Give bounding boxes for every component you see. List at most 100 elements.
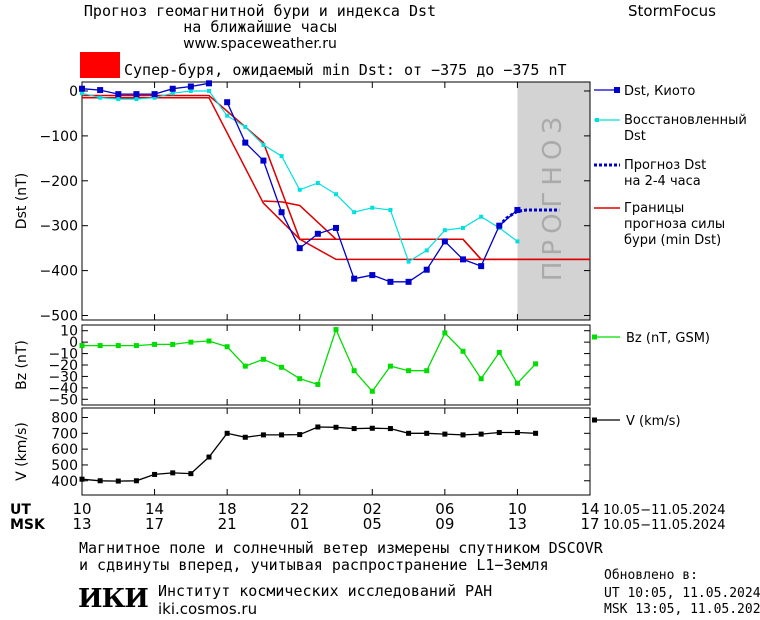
legend-bounds-label-1: Границы xyxy=(624,201,684,216)
storm-bound-upper-line xyxy=(82,94,590,261)
v-series-line xyxy=(81,426,536,482)
recovered-dst-point xyxy=(261,142,266,147)
legend-forecast-label-1: Прогноз Dst xyxy=(624,158,706,173)
bz-point xyxy=(188,339,194,345)
kyoto-dst-point xyxy=(97,87,104,94)
kyoto-dst-line xyxy=(226,101,518,283)
kyoto-dst-point xyxy=(387,278,394,285)
v-point xyxy=(478,431,484,437)
page-title: Прогноз геомагнитной бури и индекса Dst xyxy=(83,2,437,20)
v-point xyxy=(188,471,194,477)
msk-date-range: 10.05−11.05.2024 xyxy=(603,518,726,533)
updated-title: Обновлено в: xyxy=(604,568,698,583)
recovered-dst-point xyxy=(243,124,248,129)
kyoto-dst-point xyxy=(369,272,376,279)
msk-tick-label: 17 xyxy=(145,515,164,533)
kyoto-dst-point xyxy=(441,238,448,245)
dst-ytick-label: −200 xyxy=(40,174,78,190)
ut-tick-label: 22 xyxy=(290,500,309,518)
updated-ut: UT 10:05, 11.05.2024 xyxy=(604,586,760,601)
dst-plot-frame xyxy=(81,81,591,321)
v-point xyxy=(297,432,303,438)
v-point xyxy=(97,478,103,484)
forecast-band-label: ПРОГНОЗ xyxy=(538,111,568,281)
kyoto-dst-point xyxy=(314,230,321,237)
brand-label: StormFocus xyxy=(628,2,716,20)
msk-tick-label: 09 xyxy=(435,515,454,533)
dst-ylabel: Dst (nT) xyxy=(14,173,30,229)
recovered-dst-point xyxy=(225,113,230,118)
v-point xyxy=(79,476,85,482)
forecast-band xyxy=(517,82,590,320)
bz-ytick-label: −50 xyxy=(48,392,78,408)
v-ytick-label: 700 xyxy=(51,426,78,442)
bz-ytick-label: 10 xyxy=(60,324,78,340)
msk-tick-label: 17 xyxy=(580,515,599,533)
bz-point xyxy=(424,368,430,374)
legend-bounds-label-2: прогноза силы xyxy=(624,217,725,232)
kyoto-dst-point xyxy=(351,275,358,282)
storm-level-swatch xyxy=(80,52,120,78)
bz-point xyxy=(297,376,303,382)
bz-ytick-label: −40 xyxy=(48,381,78,397)
v-point xyxy=(115,478,121,484)
bz-point xyxy=(152,341,158,347)
bz-plot-frame xyxy=(81,324,591,406)
v-point xyxy=(387,426,393,432)
site-link[interactable]: www.spaceweather.ru xyxy=(183,36,337,52)
v-ytick-label: 800 xyxy=(51,410,78,426)
v-ytick-label: 400 xyxy=(51,474,78,490)
recovered-dst-point xyxy=(442,228,447,233)
msk-tick-label: 01 xyxy=(290,515,309,533)
msk-tick-label: 05 xyxy=(363,515,382,533)
v-point xyxy=(533,430,539,436)
bz-ytick-label: −20 xyxy=(48,358,78,374)
recovered-dst-point xyxy=(479,214,484,219)
bz-point xyxy=(242,363,248,369)
legend-recovered-label-2: Dst xyxy=(624,129,646,144)
dst-ytick-label: −300 xyxy=(40,219,78,235)
bz-point xyxy=(460,348,466,354)
bz-point xyxy=(279,364,285,370)
kyoto-dst-point xyxy=(514,206,521,213)
institute-link[interactable]: iki.cosmos.ru xyxy=(158,600,258,618)
bz-point xyxy=(496,349,502,355)
updated-msk: MSK 13:05, 11.05.2024 xyxy=(604,602,760,617)
footer-note-line2: и сдвинуты вперед, учитывая распростране… xyxy=(79,556,549,574)
kyoto-dst-point xyxy=(333,224,339,231)
bz-point xyxy=(478,376,484,382)
bz-point xyxy=(533,361,539,367)
recovered-dst-point xyxy=(152,95,157,100)
bz-point xyxy=(333,327,339,333)
kyoto-dst-point xyxy=(79,85,85,92)
recovered-dst-point xyxy=(116,97,121,102)
bz-point xyxy=(170,341,176,347)
v-point xyxy=(152,471,158,477)
bz-point xyxy=(206,338,212,344)
v-point xyxy=(333,424,339,430)
legend-forecast-label-2: на 2-4 часа xyxy=(624,174,701,189)
bz-ytick-label: −30 xyxy=(48,369,78,385)
recovered-dst-point xyxy=(370,205,375,210)
bz-point xyxy=(514,380,520,386)
bz-point xyxy=(133,343,139,349)
storm-bound-mid-line xyxy=(263,200,482,260)
ut-tick-label: 06 xyxy=(435,500,454,518)
recovered-dst-point xyxy=(424,248,429,253)
bz-point xyxy=(315,381,321,387)
kyoto-dst-point xyxy=(115,91,122,98)
legend-recovered-label-1: Восстановленный xyxy=(624,113,747,128)
v-legend-label: V (km/s) xyxy=(626,414,681,429)
institute-name: Институт космических исследований РАН xyxy=(158,582,493,600)
kyoto-dst-point xyxy=(206,80,212,87)
v-point xyxy=(133,478,139,484)
kyoto-dst-point xyxy=(460,256,466,263)
v-point xyxy=(406,430,412,436)
bz-point xyxy=(79,343,85,349)
bz-point xyxy=(351,368,357,374)
bz-point xyxy=(442,330,448,336)
v-point xyxy=(369,425,375,431)
recovered-dst-point xyxy=(352,210,357,215)
bz-point xyxy=(369,388,375,394)
v-point xyxy=(279,432,285,438)
